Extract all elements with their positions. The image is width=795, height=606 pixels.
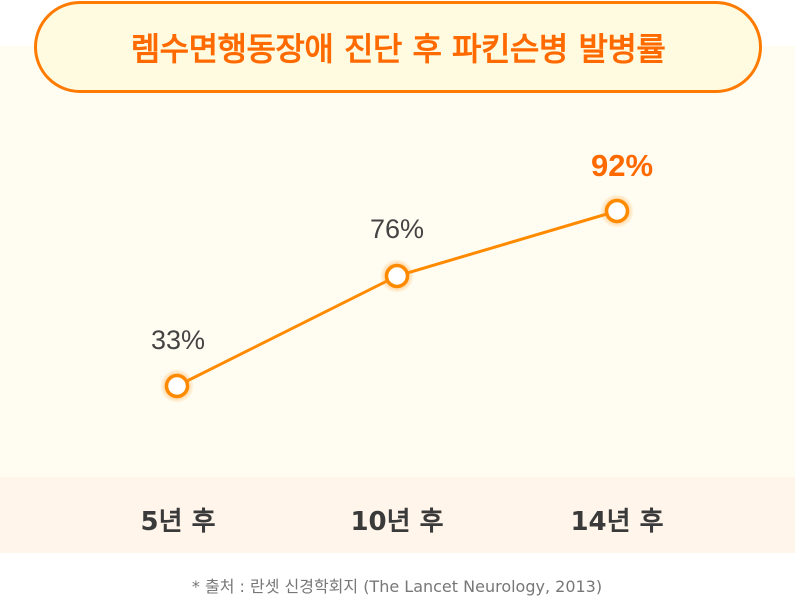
x-label-5y: 5년 후 bbox=[140, 507, 216, 537]
value-label-5y: 33% bbox=[150, 325, 206, 355]
data-point-10y bbox=[380, 259, 414, 293]
x-label-10y: 10년 후 bbox=[350, 507, 444, 537]
value-label-10y: 76% bbox=[369, 214, 425, 244]
data-point-14y bbox=[600, 194, 634, 228]
source-note: * 출처 : 란셋 신경학회지 (The Lancet Neurology, 2… bbox=[191, 577, 603, 596]
value-label-14y: 92% bbox=[590, 148, 654, 183]
x-label-14y: 14년 후 bbox=[570, 507, 664, 537]
chart-title: 렘수면행동장애 진단 후 파킨슨병 발병률 bbox=[130, 30, 666, 68]
title-banner: 렘수면행동장애 진단 후 파킨슨병 발병률 bbox=[34, 1, 762, 93]
data-point-5y bbox=[160, 369, 194, 403]
x-axis-band: 5년 후 10년 후 14년 후 bbox=[0, 477, 795, 553]
